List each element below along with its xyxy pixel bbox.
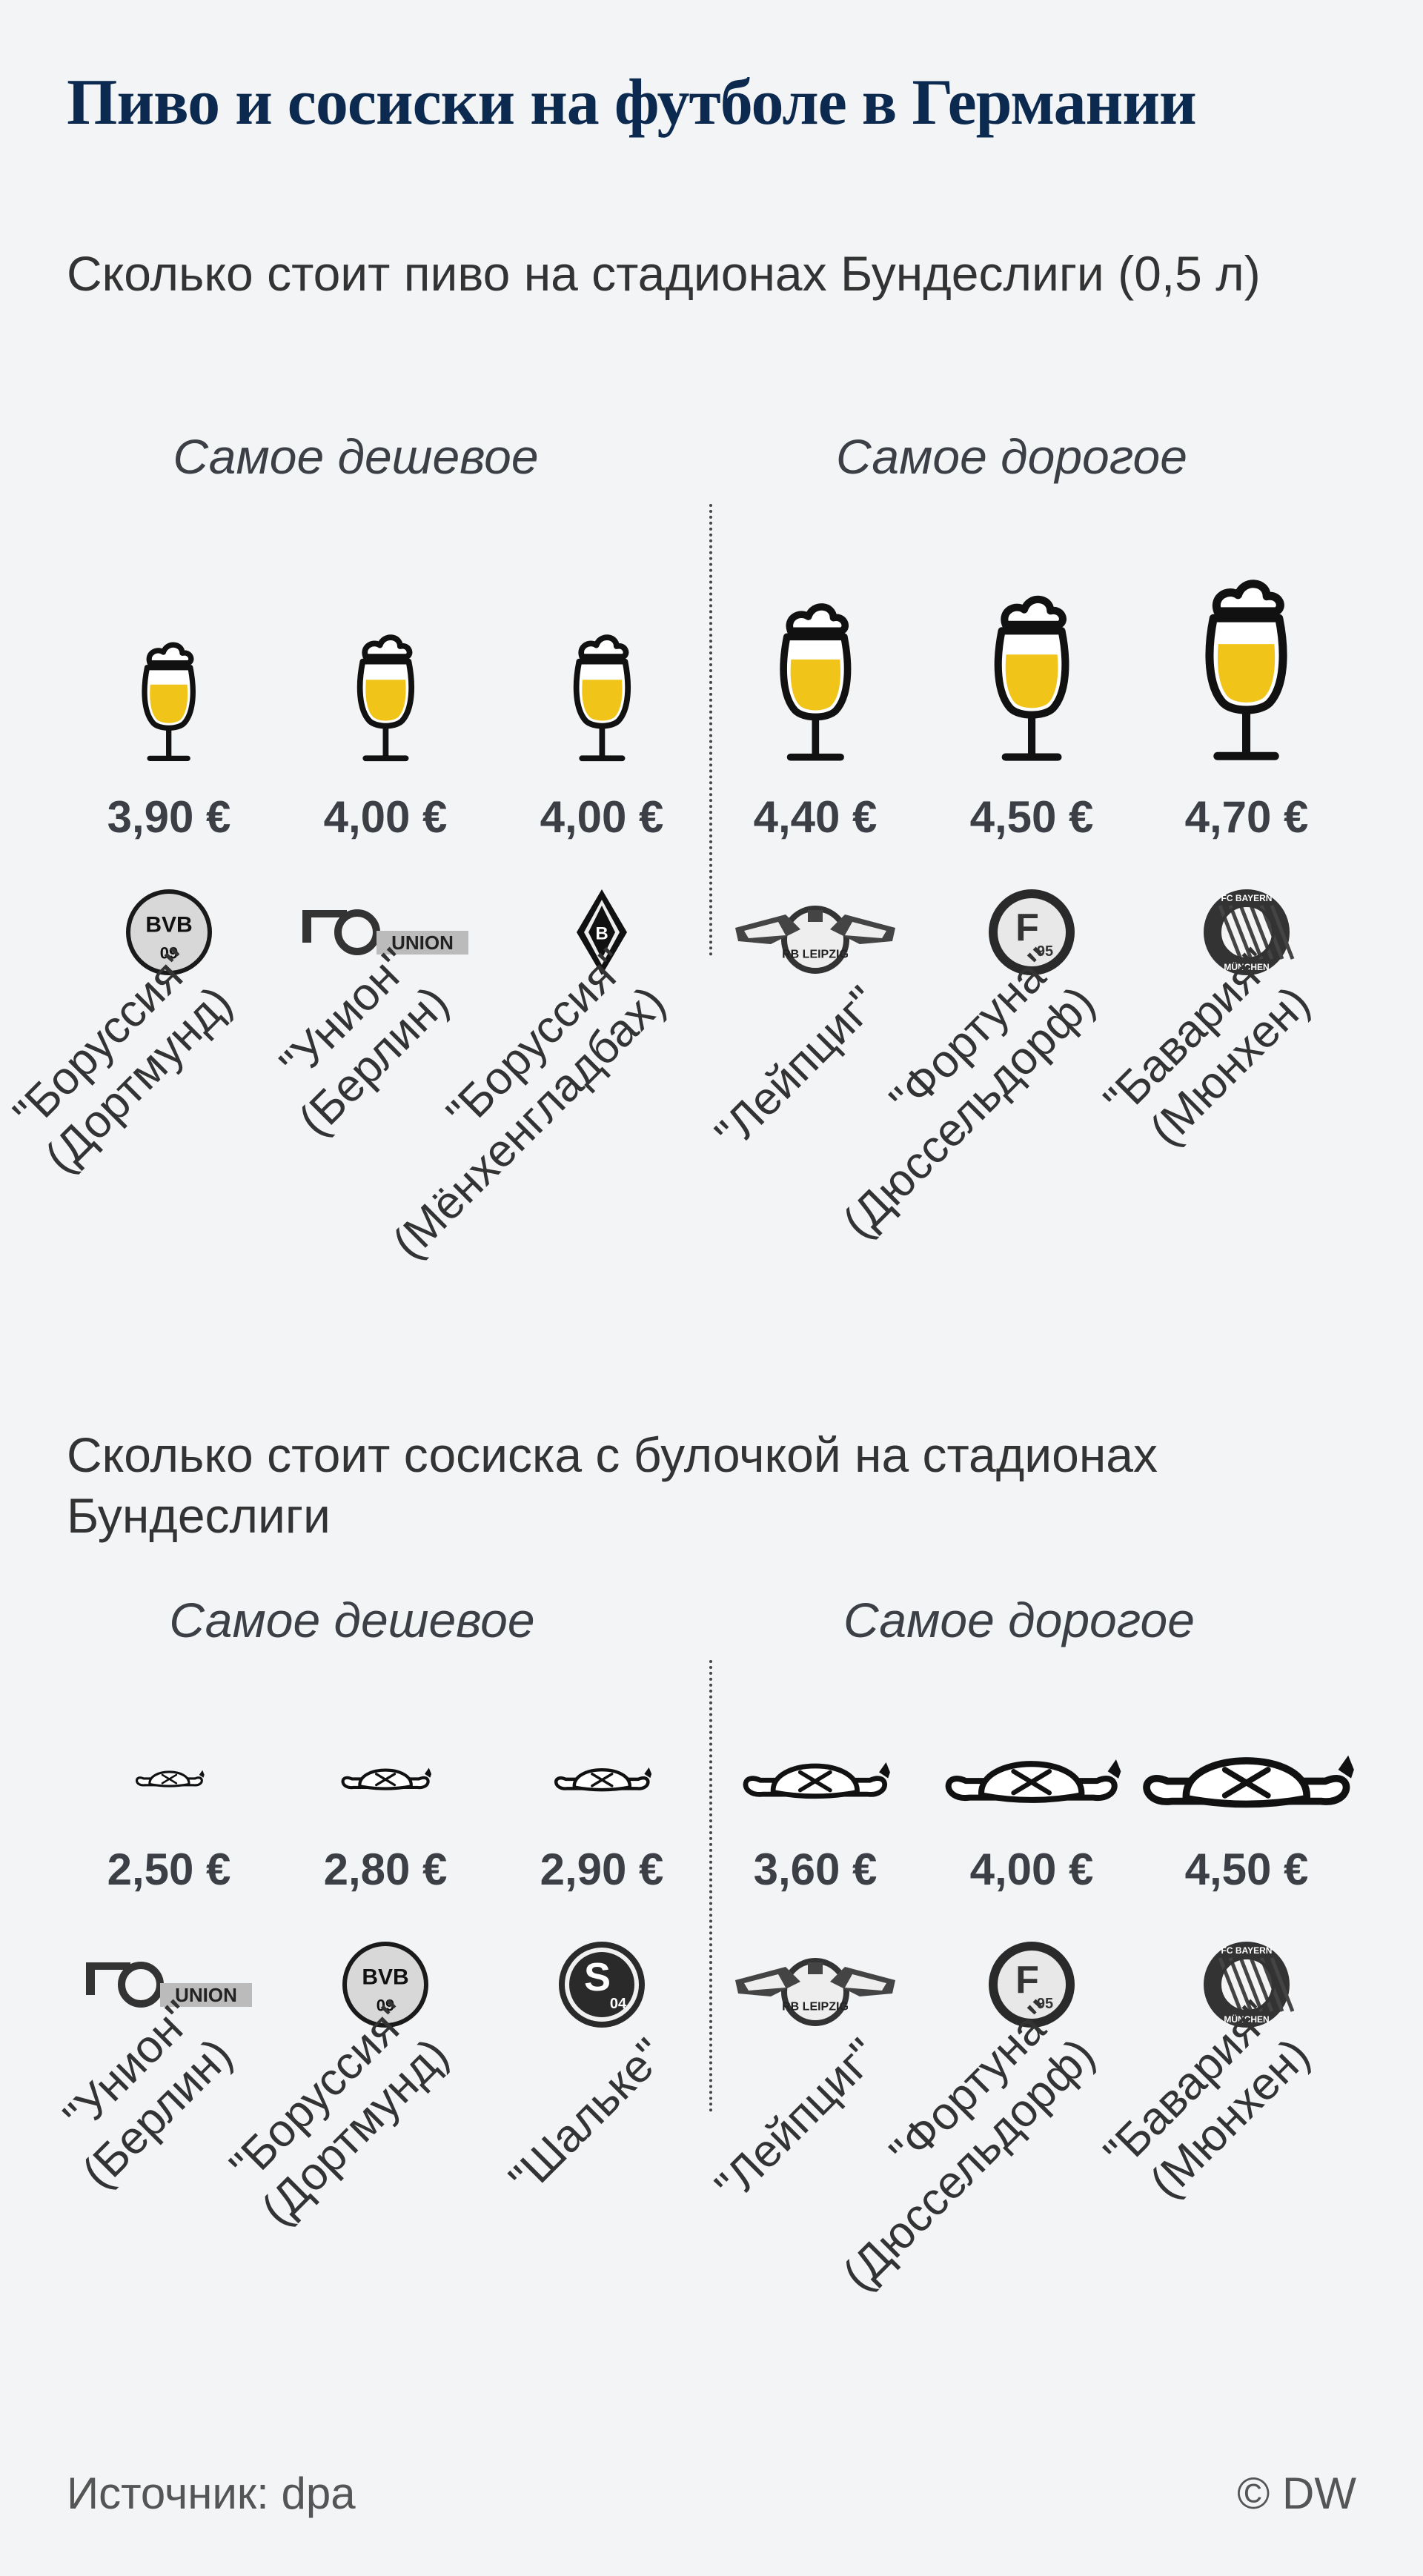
sausage-bun-icon [341, 1767, 431, 1790]
svg-text:MÜNCHEN: MÜNCHEN [1224, 2014, 1269, 2025]
svg-text:FC BAYERN: FC BAYERN [1221, 1945, 1273, 1956]
gladbach-logo: B [577, 889, 627, 975]
svg-text:BVB: BVB [362, 1965, 408, 1990]
svg-text:09: 09 [160, 944, 178, 963]
svg-text:B: B [595, 924, 608, 944]
beer-group-expensive: Самое дорогое [836, 429, 1187, 484]
sausage-bun-icon [1143, 1755, 1355, 1808]
sausage-bun-icon [554, 1767, 651, 1792]
fortuna-logo: F95 [989, 889, 1075, 975]
sausage-divider [709, 1660, 712, 2112]
svg-text:BVB: BVB [145, 913, 192, 937]
sausage-group-expensive: Самое дорогое [843, 1593, 1195, 1647]
bvb-logo: BVB 09 [342, 1942, 428, 2028]
sausage-subtitle: Сколько стоит сосиска с булочкой на стад… [67, 1427, 1158, 1543]
sausage-price-label: 2,50 € [107, 1845, 231, 1894]
beer-glass-icon [142, 642, 196, 761]
sausage-bun-icon [946, 1759, 1121, 1803]
svg-text:04: 04 [610, 1996, 627, 2012]
beer-price-label: 3,90 € [107, 792, 231, 842]
svg-text:09: 09 [377, 1996, 394, 2015]
fortuna-logo: F95 [989, 1942, 1075, 2028]
beer-glass-icon [994, 595, 1069, 761]
beer-price-label: 4,00 € [323, 792, 448, 842]
sausage-bun-icon [743, 1762, 891, 1799]
beer-price-label: 4,50 € [969, 792, 1094, 842]
beer-divider [709, 504, 712, 956]
beer-glass-icon [1205, 580, 1287, 761]
bayern-logo: FC BAYERN MÜNCHEN [1204, 1942, 1295, 2028]
sausage-price-label: 4,50 € [1184, 1845, 1309, 1894]
sausage-bun-icon [135, 1770, 205, 1787]
schalke-logo: S04 [559, 1942, 645, 2028]
beer-subtitle: Сколько стоит пиво на стадионах Бундесли… [67, 246, 1261, 301]
svg-text:RB LEIPZIG: RB LEIPZIG [782, 949, 849, 961]
beer-price-label: 4,70 € [1184, 792, 1309, 842]
beer-price-label: 4,00 € [540, 792, 664, 842]
leipzig-logo: RB LEIPZIG [735, 1958, 895, 2026]
sausage-group-cheap: Самое дешевое [169, 1593, 535, 1647]
sausage-price-label: 2,80 € [323, 1845, 448, 1894]
beer-glass-icon [573, 634, 631, 761]
svg-text:FC BAYERN: FC BAYERN [1221, 893, 1273, 903]
svg-text:95: 95 [1037, 1996, 1053, 2012]
beer-glass-icon [779, 603, 852, 761]
source-note: Источник: dpa [67, 2469, 356, 2518]
sausage-price-label: 2,90 € [540, 1845, 664, 1894]
leipzig-logo: RB LEIPZIG [735, 906, 895, 974]
bvb-logo: BVB 09 [126, 889, 212, 975]
copyright-credit: © DW [1237, 2469, 1356, 2518]
svg-text:RB LEIPZIG: RB LEIPZIG [782, 2001, 849, 2014]
beer-glass-icon [356, 634, 414, 761]
sausage-price-label: 4,00 € [969, 1845, 1094, 1894]
bayern-logo: FC BAYERN MÜNCHEN [1204, 889, 1295, 975]
union-logo: UNION [302, 909, 468, 955]
svg-text:MÜNCHEN: MÜNCHEN [1224, 961, 1269, 972]
union-logo: UNION [86, 1962, 252, 2008]
page-title: Пиво и сосиски на футболе в Германии [67, 67, 1197, 139]
svg-text:F: F [1015, 1959, 1039, 2002]
svg-text:95: 95 [1037, 943, 1053, 960]
svg-text:UNION: UNION [391, 932, 454, 954]
svg-text:F: F [1015, 906, 1039, 949]
sausage-price-label: 3,60 € [753, 1845, 878, 1894]
beer-group-cheap: Самое дешевое [173, 429, 539, 484]
svg-text:S: S [584, 1955, 611, 1999]
svg-text:UNION: UNION [175, 1984, 237, 2006]
beer-price-label: 4,40 € [753, 792, 878, 842]
